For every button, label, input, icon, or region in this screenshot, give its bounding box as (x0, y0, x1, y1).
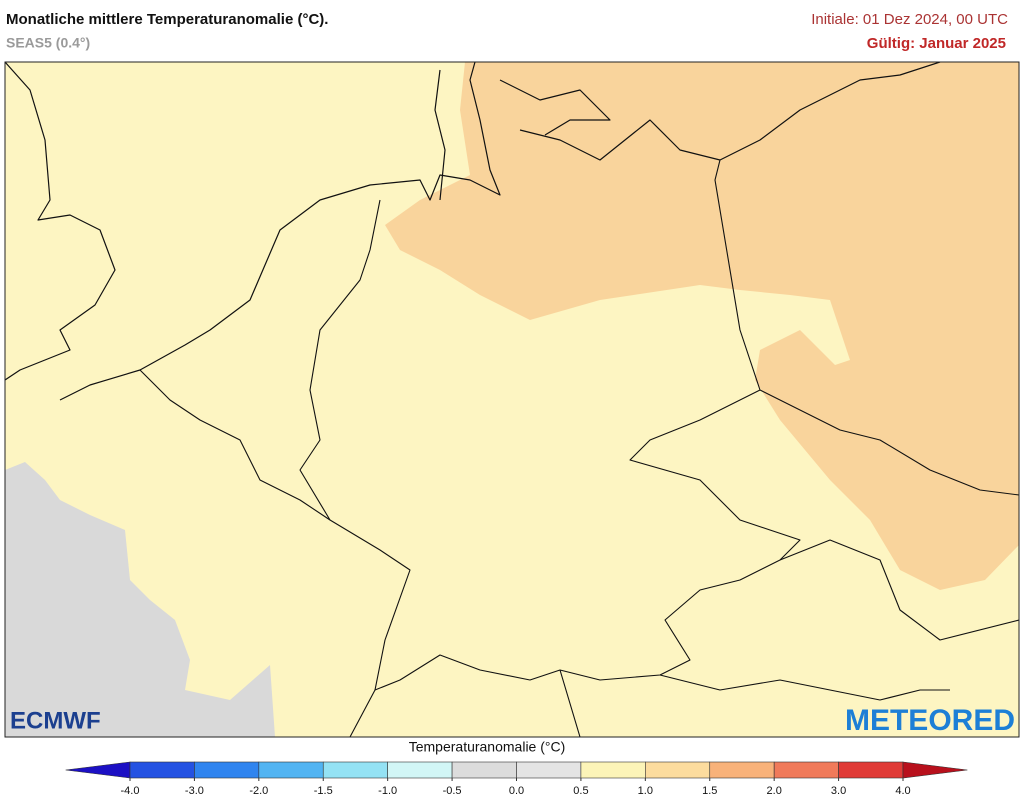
colorbar-tick-label: -3.0 (185, 785, 204, 797)
colorbar-segment (387, 761, 453, 779)
colorbar-segment (645, 761, 711, 779)
colorbar-arrow-low (65, 761, 131, 779)
colorbar: Temperaturanomalie (°C) -4.0 -3.0 -2.0 -1.5… (65, 739, 968, 797)
colorbar-tick-label: -2.0 (249, 785, 268, 797)
initial-date: Initiale: 01 Dez 2024, 00 UTC (811, 11, 1008, 28)
border-czech-poland (759, 389, 1019, 641)
coastline-north-sea (59, 62, 501, 401)
colorbar-segment (838, 761, 904, 779)
colorbar-tick-label: 1.5 (702, 785, 717, 797)
colorbar-segment (194, 761, 260, 779)
colorbar-segment (451, 761, 517, 779)
colorbar-segment (258, 761, 324, 779)
colorbar-title: Temperaturanomalie (°C) (409, 739, 566, 755)
colorbar-arrow-high (902, 761, 968, 779)
logo-meteored: METEORED (845, 704, 1015, 737)
map-frame (4, 61, 1020, 738)
colorbar-tick-label: -0.5 (443, 785, 462, 797)
colorbar-segment (516, 761, 582, 779)
colorbar-tick-label: -1.0 (378, 785, 397, 797)
colorbar-tick-label: 2.0 (767, 785, 782, 797)
logo-ecmwf: ECMWF (10, 707, 101, 734)
colorbar-tick-label: 0.0 (509, 785, 524, 797)
colorbar-segment (709, 761, 775, 779)
colorbar-segment (322, 761, 388, 779)
border-belgium-france (139, 369, 331, 521)
colorbar-tick-label: 0.5 (573, 785, 588, 797)
border-alps (349, 669, 950, 737)
colorbar-segment (580, 761, 646, 779)
valid-date: Gültig: Januar 2025 (867, 35, 1006, 52)
colorbar-tick-label: -1.5 (314, 785, 333, 797)
map: ECMWF METEORED (4, 61, 1020, 738)
title: Monatliche mittlere Temperaturanomalie (… (6, 11, 328, 28)
colorbar-segment (773, 761, 839, 779)
colorbar-tick-label: -4.0 (121, 785, 140, 797)
warm-anomaly-area (385, 62, 1019, 590)
colorbar-tick-label: 1.0 (638, 785, 653, 797)
colorbar-tick-label: 4.0 (895, 785, 910, 797)
coastline-britain (5, 62, 116, 381)
colorbar-tick-label: 3.0 (831, 785, 846, 797)
colorbar-segment (129, 761, 195, 779)
coastline-denmark (434, 69, 611, 201)
no-data-area (5, 462, 275, 737)
subtitle: SEAS5 (0.4°) (6, 35, 90, 51)
